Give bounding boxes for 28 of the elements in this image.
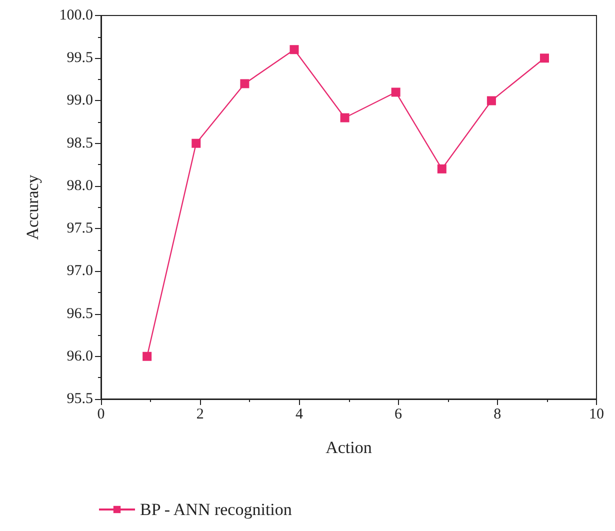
x-tick-label: 2 [196,406,204,422]
x-axis-title: Action [326,438,372,457]
x-tick-label: 8 [494,406,502,422]
y-tick-label: 98.0 [66,178,93,194]
y-tick-label: 96.0 [66,348,93,364]
y-tick-label: 99.0 [66,92,93,109]
point [391,88,400,97]
point [340,113,350,122]
legend-label: BP - ANN recognition [140,500,292,519]
point [540,54,549,63]
y-tick-label: 97.0 [66,263,93,280]
x-tick-label: 6 [394,406,403,422]
y-tick-label: 97.5 [66,220,93,237]
y-tick-label: 100.0 [59,8,93,24]
x-tick-label: 0 [97,406,105,422]
point [290,45,299,54]
point [192,138,201,148]
y-axis-title: Accuracy [23,174,42,240]
x-tick-label: 10 [589,406,604,422]
y-tick-label: 95.5 [66,391,93,407]
x-tick-label: 4 [295,406,304,422]
y-tick-label: 98.5 [66,135,93,152]
point [486,96,496,106]
y-tick-label: 96.5 [66,306,93,322]
point [142,352,152,361]
point [240,79,250,88]
point [437,164,446,174]
y-tick-label: 99.5 [66,50,93,66]
